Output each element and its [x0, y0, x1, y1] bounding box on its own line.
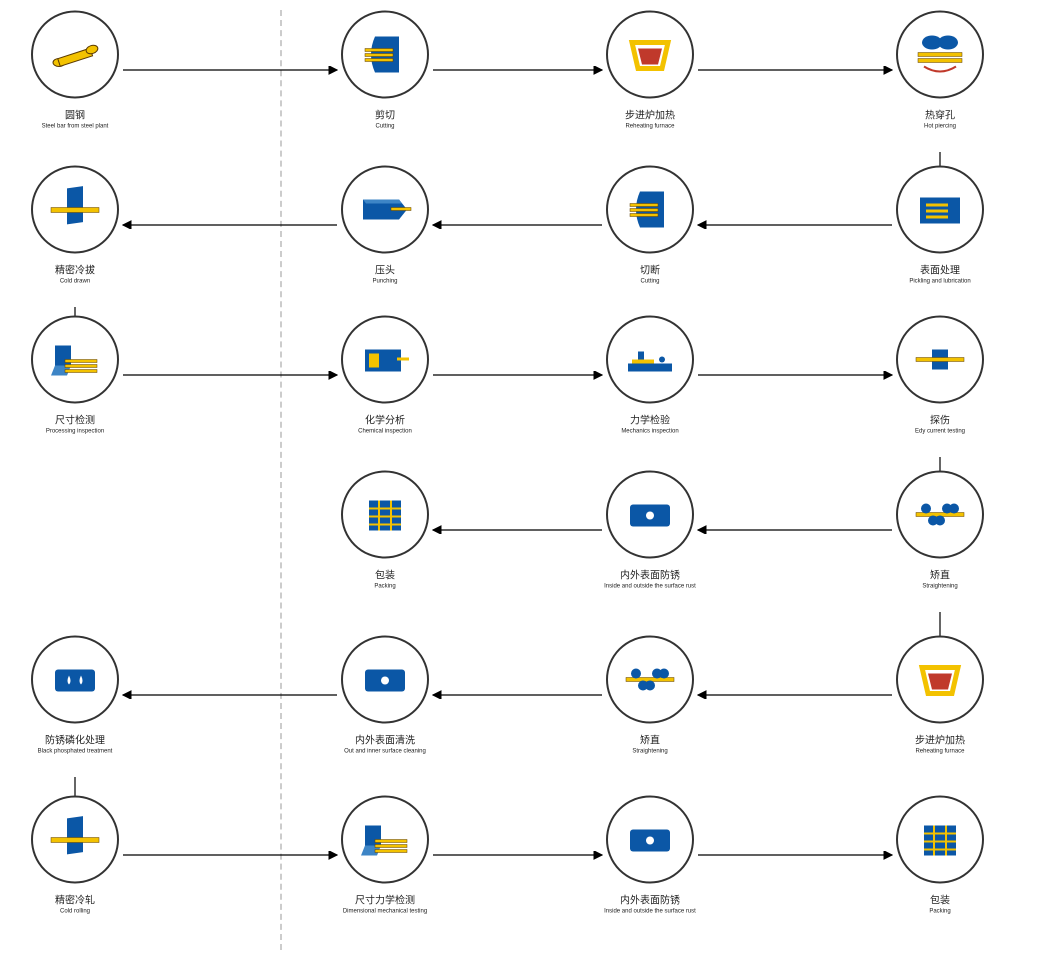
node-label-cn: 力学检验 [595, 412, 705, 427]
node-label-en: Straightening [885, 584, 995, 590]
node-label-cn: 探伤 [885, 412, 995, 427]
node-label-cn: 防锈磷化处理 [20, 732, 130, 747]
node-label-en: Reheating furnace [885, 749, 995, 755]
shear-icon [341, 11, 429, 99]
node-label-en: Steel bar from steel plant [20, 124, 130, 130]
packing-icon [896, 796, 984, 884]
process-node-n17: 矫直 Straightening [595, 636, 705, 755]
rustproof-icon [606, 471, 694, 559]
node-label-cn: 圆钢 [20, 107, 130, 122]
node-label-en: Punching [330, 279, 440, 285]
node-label-cn: 切断 [595, 262, 705, 277]
node-label-cn: 内外表面清洗 [330, 732, 440, 747]
node-label-en: Processing inspection [20, 429, 130, 435]
inspect1-icon [31, 316, 119, 404]
packing-icon [341, 471, 429, 559]
process-node-n9: 尺寸检测 Processing inspection [20, 316, 130, 435]
node-label-en: Cutting [595, 279, 705, 285]
process-node-n18: 内外表面清洗 Out and inner surface cleaning [330, 636, 440, 755]
process-node-n3: 步进炉加热 Reheating furnace [595, 11, 705, 130]
flowchart-canvas: 圆钢 Steel bar from steel plant 剪切 Cutting 步… [0, 0, 1060, 962]
bar-icon [31, 11, 119, 99]
process-node-n1: 圆钢 Steel bar from steel plant [20, 11, 130, 130]
node-label-en: Packing [885, 909, 995, 915]
process-node-n2: 剪切 Cutting [330, 11, 440, 130]
node-label-en: Reheating furnace [595, 124, 705, 130]
eddy-icon [896, 316, 984, 404]
node-label-en: Pickling and lubrication [885, 279, 995, 285]
inspect1-icon [341, 796, 429, 884]
process-node-n16: 步进炉加热 Reheating furnace [885, 636, 995, 755]
process-node-n11: 力学检验 Mechanics inspection [595, 316, 705, 435]
process-node-n14: 内外表面防锈 Inside and outside the surface rus… [595, 471, 705, 590]
node-label-en: Straightening [595, 749, 705, 755]
furnace-icon [896, 636, 984, 724]
node-label-en: Cold rolling [20, 909, 130, 915]
process-node-n4: 热穿孔 Hot piercing [885, 11, 995, 130]
piercing-icon [896, 11, 984, 99]
draw-icon [31, 166, 119, 254]
furnace-icon [606, 11, 694, 99]
node-label-en: Dimensional mechanical testing [330, 909, 440, 915]
chem-icon [341, 316, 429, 404]
node-label-en: Packing [330, 584, 440, 590]
process-node-n23: 包装 Packing [885, 796, 995, 915]
node-label-cn: 内外表面防锈 [595, 567, 705, 582]
pickling-icon [896, 166, 984, 254]
phosphate-icon [31, 636, 119, 724]
node-label-cn: 包装 [885, 892, 995, 907]
node-label-en: Edy current testing [885, 429, 995, 435]
node-label-cn: 尺寸力学检测 [330, 892, 440, 907]
node-label-cn: 表面处理 [885, 262, 995, 277]
node-label-cn: 矫直 [595, 732, 705, 747]
node-label-en: Black phosphated treatment [20, 749, 130, 755]
mech-icon [606, 316, 694, 404]
node-label-cn: 包装 [330, 567, 440, 582]
punching-icon [341, 166, 429, 254]
node-label-cn: 矫直 [885, 567, 995, 582]
rustproof-icon [606, 796, 694, 884]
node-label-cn: 尺寸检测 [20, 412, 130, 427]
process-node-n8: 精密冷拔 Cold drawn [20, 166, 130, 285]
process-node-n10: 化学分析 Chemical inspection [330, 316, 440, 435]
node-label-en: Cutting [330, 124, 440, 130]
node-label-en: Chemical inspection [330, 429, 440, 435]
process-node-n21: 尺寸力学检测 Dimensional mechanical testing [330, 796, 440, 915]
node-label-en: Hot piercing [885, 124, 995, 130]
node-label-en: Out and inner surface cleaning [330, 749, 440, 755]
node-label-cn: 步进炉加热 [595, 107, 705, 122]
shear-icon [606, 166, 694, 254]
straighten-icon [896, 471, 984, 559]
node-label-en: Inside and outside the surface rust [595, 584, 705, 590]
process-node-n22: 内外表面防锈 Inside and outside the surface rus… [595, 796, 705, 915]
node-label-en: Inside and outside the surface rust [595, 909, 705, 915]
process-node-n20: 精密冷轧 Cold rolling [20, 796, 130, 915]
process-node-n6: 切断 Cutting [595, 166, 705, 285]
node-label-cn: 精密冷轧 [20, 892, 130, 907]
node-label-en: Mechanics inspection [595, 429, 705, 435]
node-label-cn: 精密冷拔 [20, 262, 130, 277]
process-node-n5: 表面处理 Pickling and lubrication [885, 166, 995, 285]
process-node-n15: 包装 Packing [330, 471, 440, 590]
node-label-cn: 步进炉加热 [885, 732, 995, 747]
node-label-cn: 热穿孔 [885, 107, 995, 122]
node-label-cn: 剪切 [330, 107, 440, 122]
process-node-n19: 防锈磷化处理 Black phosphated treatment [20, 636, 130, 755]
process-node-n13: 矫直 Straightening [885, 471, 995, 590]
node-label-cn: 化学分析 [330, 412, 440, 427]
process-node-n12: 探伤 Edy current testing [885, 316, 995, 435]
node-label-cn: 压头 [330, 262, 440, 277]
process-node-n7: 压头 Punching [330, 166, 440, 285]
draw-icon [31, 796, 119, 884]
rustproof-icon [341, 636, 429, 724]
node-label-cn: 内外表面防锈 [595, 892, 705, 907]
straighten-icon [606, 636, 694, 724]
node-label-en: Cold drawn [20, 279, 130, 285]
